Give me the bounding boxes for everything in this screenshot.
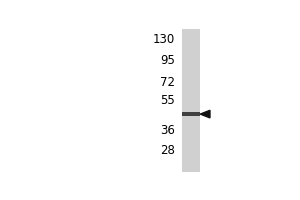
- Text: 36: 36: [160, 124, 175, 137]
- Text: 55: 55: [160, 95, 175, 108]
- Bar: [182, 112, 200, 116]
- Polygon shape: [200, 110, 210, 118]
- Text: 72: 72: [160, 76, 175, 89]
- Text: 28: 28: [160, 144, 175, 157]
- Text: 130: 130: [152, 33, 175, 46]
- Bar: [182, 29, 200, 172]
- Text: 95: 95: [160, 54, 175, 67]
